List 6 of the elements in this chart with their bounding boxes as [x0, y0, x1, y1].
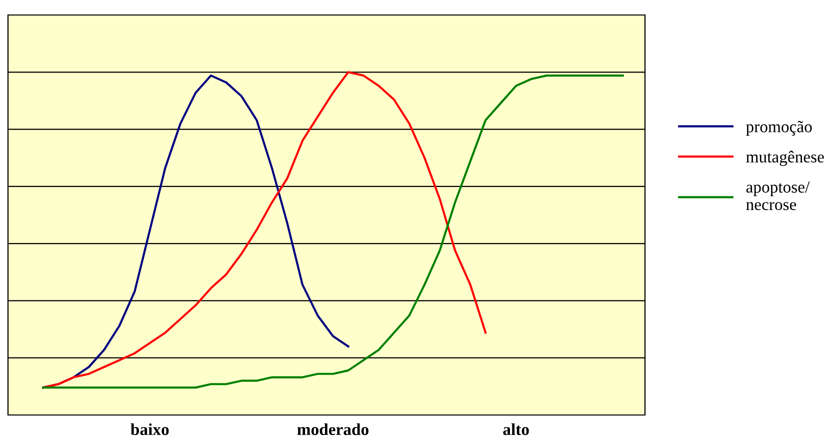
x-tick-label: baixo — [130, 423, 169, 436]
legend-label: apoptose/ necrose — [746, 182, 810, 210]
legend-label: promoção — [746, 120, 812, 136]
legend-label: mutagênese — [746, 150, 824, 166]
x-tick-label: moderado — [297, 423, 368, 436]
x-tick-label: alto — [503, 423, 529, 436]
